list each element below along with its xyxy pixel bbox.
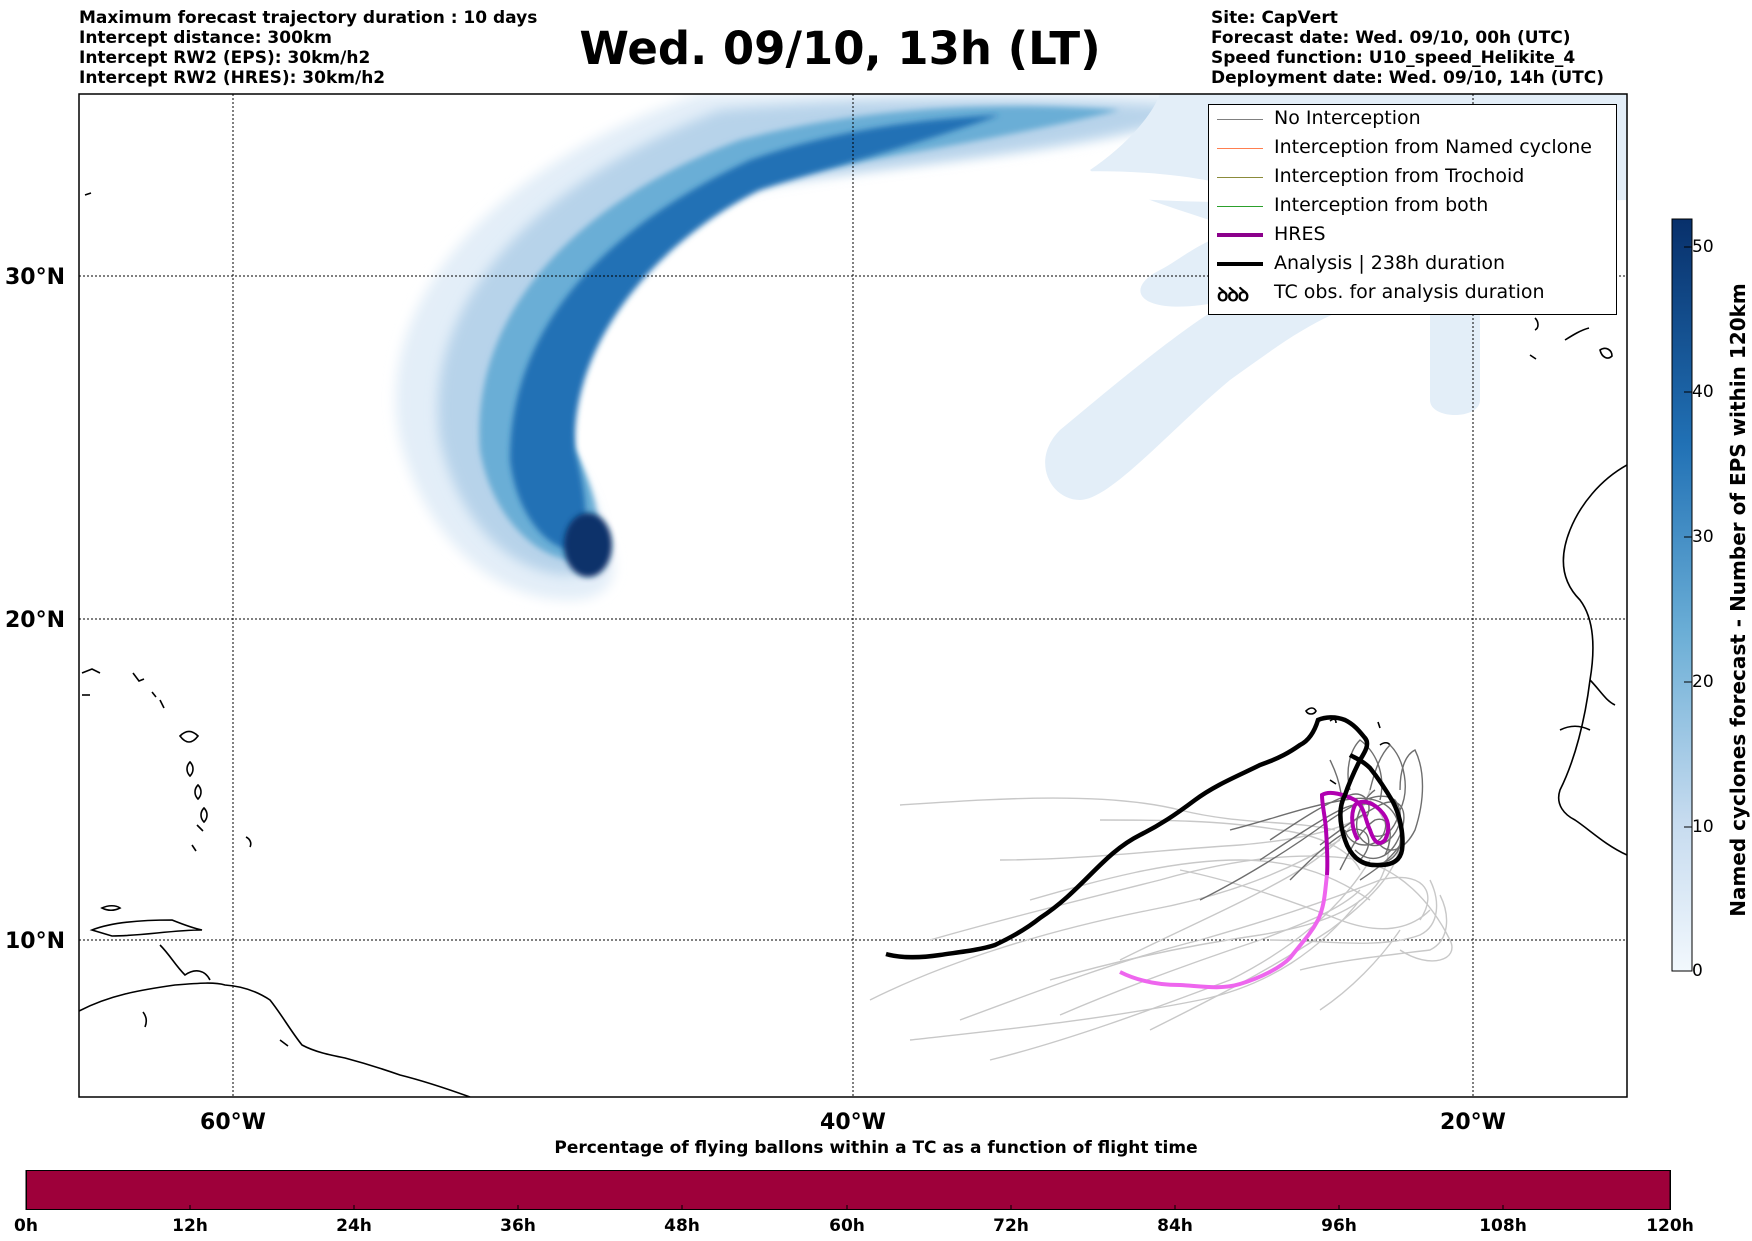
time-tick-120h: 120h bbox=[1646, 1216, 1694, 1236]
info-deployment-date: Deployment date: Wed. 09/10, 14h (UTC) bbox=[1211, 68, 1605, 88]
time-tick-72h: 72h bbox=[993, 1216, 1029, 1236]
time-tick-60h: 60h bbox=[829, 1216, 865, 1236]
legend-item-both: Interception from both bbox=[1209, 192, 1616, 221]
percentage-bar bbox=[26, 1170, 1671, 1210]
legend-item-trochoid: Interception from Trochoid bbox=[1209, 163, 1616, 192]
time-tick-108h: 108h bbox=[1479, 1216, 1527, 1236]
legend-item-tc-obs: ꝺꝺꝺ TC obs. for analysis duration bbox=[1209, 279, 1616, 308]
info-intercept-distance: Intercept distance: 300km bbox=[79, 28, 332, 48]
colorbar-label: Named cyclones forecast - Number of EPS … bbox=[1726, 283, 1750, 917]
legend-line-icon bbox=[1217, 177, 1263, 178]
time-tick-24h: 24h bbox=[336, 1216, 372, 1236]
colorbar bbox=[1671, 218, 1693, 972]
colorbar-tick-40: 40 bbox=[1692, 382, 1714, 402]
main-title: Wed. 09/10, 13h (LT) bbox=[579, 22, 1101, 75]
legend: No Interception Interception from Named … bbox=[1208, 104, 1617, 315]
time-tick-12h: 12h bbox=[172, 1216, 208, 1236]
colorbar-tick-50: 50 bbox=[1692, 237, 1714, 257]
lon-label-20w: 20°W bbox=[1440, 1110, 1506, 1135]
info-rw2-eps: Intercept RW2 (EPS): 30km/h2 bbox=[79, 48, 371, 68]
legend-label: Interception from Named cyclone bbox=[1274, 136, 1592, 158]
analysis-trajectory bbox=[885, 715, 1405, 960]
cyclone-symbol-icon: ꝺꝺꝺ bbox=[1217, 284, 1249, 306]
lat-label-10n: 10°N bbox=[5, 929, 65, 954]
legend-item-hres: HRES bbox=[1209, 221, 1616, 250]
info-site: Site: CapVert bbox=[1211, 8, 1338, 28]
time-tick-84h: 84h bbox=[1157, 1216, 1193, 1236]
legend-label: Interception from Trochoid bbox=[1274, 165, 1525, 187]
colorbar-tick-30: 30 bbox=[1692, 527, 1714, 547]
legend-thick-line-icon bbox=[1217, 233, 1263, 237]
colorbar-tick-20: 20 bbox=[1692, 672, 1714, 692]
info-rw2-hres: Intercept RW2 (HRES): 30km/h2 bbox=[79, 68, 386, 88]
info-forecast-date: Forecast date: Wed. 09/10, 00h (UTC) bbox=[1211, 28, 1571, 48]
colorbar-tick-0: 0 bbox=[1692, 961, 1703, 981]
lon-label-40w: 40°W bbox=[820, 1110, 886, 1135]
lat-label-30n: 30°N bbox=[5, 265, 65, 290]
legend-label: Analysis | 238h duration bbox=[1274, 252, 1506, 274]
info-speed-function: Speed function: U10_speed_Helikite_4 bbox=[1211, 48, 1576, 68]
ensemble-trajectories bbox=[869, 739, 1453, 1061]
hres-trajectory bbox=[1119, 790, 1391, 990]
info-left: Maximum forecast trajectory duration : 1… bbox=[79, 8, 537, 88]
colorbar-tick-10: 10 bbox=[1692, 817, 1714, 837]
legend-label: HRES bbox=[1274, 223, 1326, 245]
info-max-duration: Maximum forecast trajectory duration : 1… bbox=[79, 8, 538, 28]
legend-thick-line-icon bbox=[1217, 262, 1263, 266]
time-tick-96h: 96h bbox=[1321, 1216, 1357, 1236]
time-tick-36h: 36h bbox=[500, 1216, 536, 1236]
legend-label: TC obs. for analysis duration bbox=[1274, 281, 1545, 303]
legend-label: No Interception bbox=[1274, 107, 1421, 129]
legend-line-icon bbox=[1217, 119, 1263, 120]
lon-label-60w: 60°W bbox=[200, 1110, 266, 1135]
map-frame bbox=[78, 93, 1628, 1098]
colorbar-gradient bbox=[1671, 218, 1693, 972]
legend-item-analysis: Analysis | 238h duration bbox=[1209, 250, 1616, 279]
legend-label: Interception from both bbox=[1274, 194, 1489, 216]
legend-item-no-interception: No Interception bbox=[1209, 105, 1616, 134]
percentage-bar-title: Percentage of flying ballons within a TC… bbox=[554, 1138, 1198, 1158]
legend-line-icon bbox=[1217, 206, 1263, 207]
lat-label-20n: 20°N bbox=[5, 608, 65, 633]
time-tick-0h: 0h bbox=[14, 1216, 38, 1236]
info-right: Site: CapVert Forecast date: Wed. 09/10,… bbox=[1211, 8, 1604, 88]
legend-line-icon bbox=[1217, 148, 1263, 149]
legend-item-named-cyclone: Interception from Named cyclone bbox=[1209, 134, 1616, 163]
time-tick-48h: 48h bbox=[664, 1216, 700, 1236]
coastlines bbox=[79, 192, 1627, 1097]
